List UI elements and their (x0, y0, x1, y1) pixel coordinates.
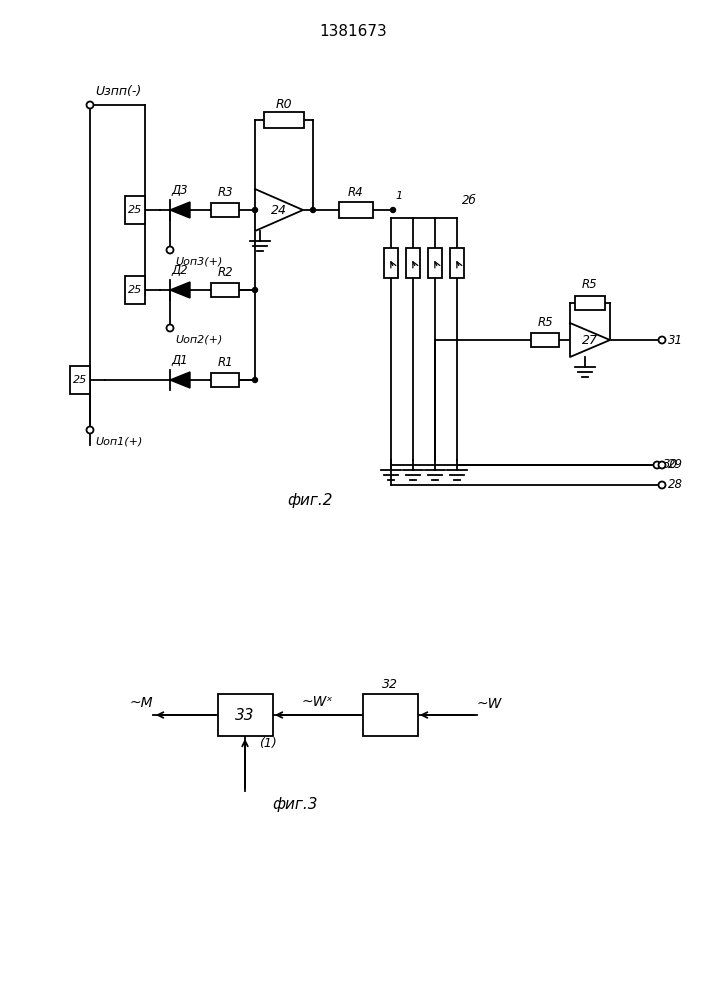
Bar (575, 296, 605, 310)
Circle shape (86, 102, 93, 108)
Bar (264, 112, 304, 128)
Text: R4: R4 (348, 186, 364, 198)
Bar (211, 373, 239, 387)
Text: Uоп3(+): Uоп3(+) (175, 256, 223, 266)
Bar (428, 248, 442, 278)
Text: Uзпп(-): Uзпп(-) (95, 85, 141, 98)
Text: Uоп1(+): Uоп1(+) (95, 436, 142, 446)
Text: R0: R0 (276, 98, 292, 110)
Text: 2б: 2б (462, 194, 477, 207)
Text: (1): (1) (259, 738, 276, 750)
Bar (531, 333, 559, 347)
Bar (125, 196, 145, 224)
Text: 29: 29 (668, 458, 683, 472)
Circle shape (658, 482, 665, 488)
Text: ~Wˣ: ~Wˣ (301, 695, 333, 709)
Circle shape (390, 208, 395, 213)
Text: 1381673: 1381673 (319, 24, 387, 39)
Text: 31: 31 (668, 334, 683, 347)
Text: ~M: ~M (129, 696, 153, 710)
Circle shape (86, 426, 93, 434)
Bar (211, 203, 239, 217)
Text: 24: 24 (271, 204, 287, 217)
Circle shape (252, 377, 257, 382)
Text: 25: 25 (128, 205, 142, 215)
Polygon shape (170, 372, 190, 388)
Polygon shape (570, 323, 610, 357)
Bar (218, 694, 273, 736)
Text: ~W: ~W (477, 697, 502, 711)
Circle shape (653, 462, 660, 468)
Polygon shape (170, 202, 190, 218)
Text: фиг.3: фиг.3 (272, 798, 317, 812)
Text: 30: 30 (663, 458, 678, 472)
Bar (125, 276, 145, 304)
Circle shape (658, 462, 665, 468)
Circle shape (310, 208, 315, 213)
Circle shape (252, 288, 257, 292)
Text: 33: 33 (235, 708, 255, 722)
Circle shape (167, 246, 173, 253)
Circle shape (658, 336, 665, 344)
Text: Д2: Д2 (172, 263, 188, 276)
Bar (211, 283, 239, 297)
Bar (406, 248, 420, 278)
Polygon shape (255, 189, 303, 231)
Text: R3: R3 (217, 186, 233, 198)
Text: 25: 25 (128, 285, 142, 295)
Text: R2: R2 (217, 265, 233, 278)
Text: Д3: Д3 (172, 184, 188, 196)
Text: 25: 25 (73, 375, 87, 385)
Text: Uоп2(+): Uоп2(+) (175, 334, 223, 344)
Circle shape (252, 208, 257, 213)
Bar (450, 248, 464, 278)
Polygon shape (170, 282, 190, 298)
Text: фиг.2: фиг.2 (287, 492, 333, 508)
Text: Д1: Д1 (172, 354, 188, 366)
Text: R5: R5 (582, 278, 598, 292)
Bar (339, 202, 373, 218)
Bar (70, 366, 90, 394)
Bar (363, 694, 418, 736)
Text: 28: 28 (668, 479, 683, 491)
Bar (384, 248, 398, 278)
Text: 27: 27 (582, 334, 598, 347)
Text: R5: R5 (537, 316, 553, 328)
Text: R1: R1 (217, 356, 233, 368)
Text: 1: 1 (395, 191, 402, 201)
Text: 32: 32 (382, 678, 398, 690)
Circle shape (167, 324, 173, 332)
